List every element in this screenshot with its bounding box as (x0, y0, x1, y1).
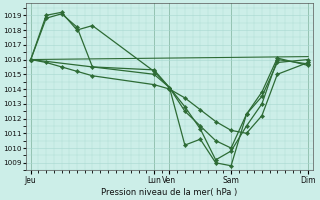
X-axis label: Pression niveau de la mer( hPa ): Pression niveau de la mer( hPa ) (101, 188, 237, 197)
